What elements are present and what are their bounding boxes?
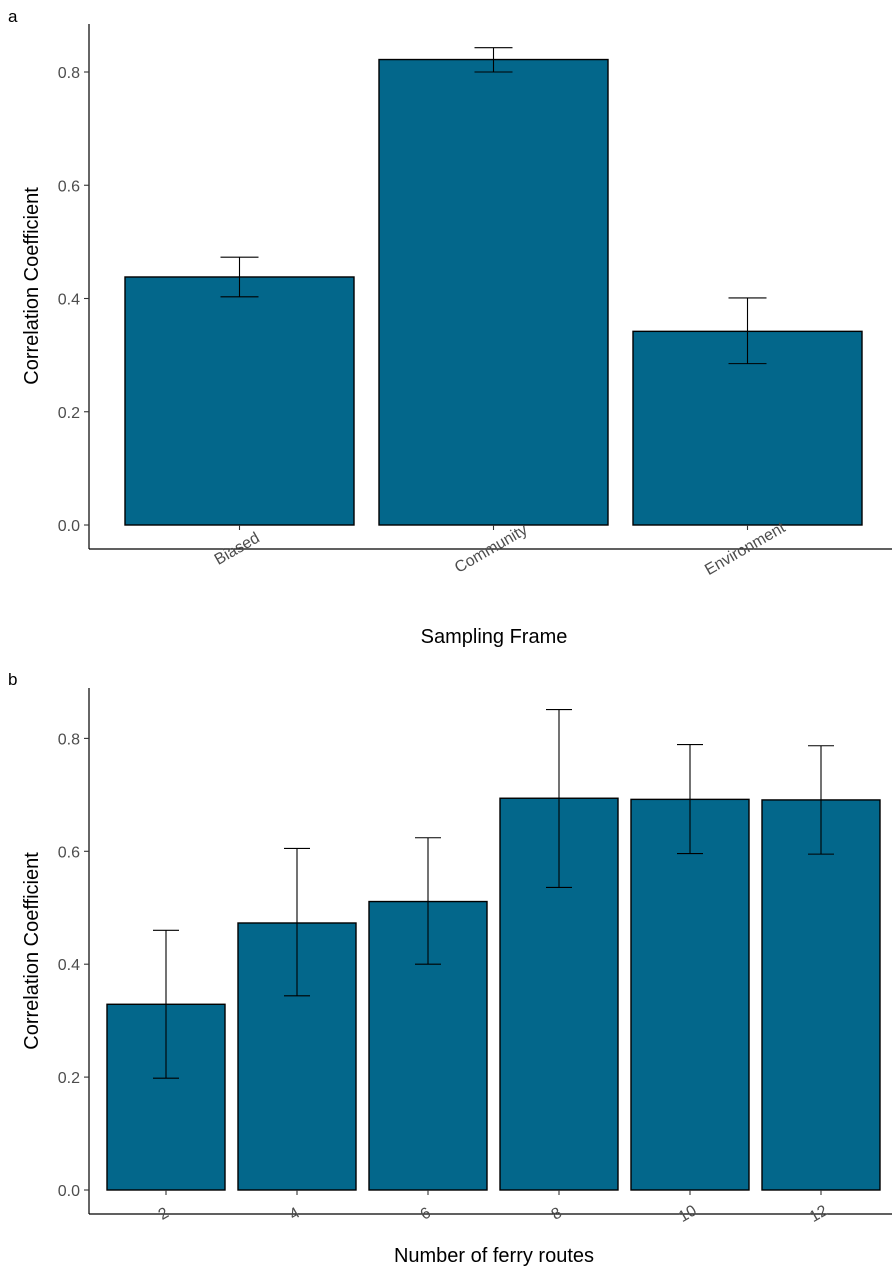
- panel-b-x-tick-label: 10: [676, 1202, 700, 1226]
- panel-b-error-bar-2: [153, 929, 179, 1079]
- panel-a-y-tick-label: 0.2: [58, 405, 80, 422]
- panel-a-y-ticks: 0.0 0.2 0.4 0.6 0.8: [58, 65, 89, 535]
- panel-b: b 0.00.20.40.60.8 2 4 6 8 10 12 Number of fer…: [8, 670, 892, 1267]
- panel-b-y-tick-label: 0.6: [58, 844, 80, 861]
- panel-a-y-tick-label: 0.4: [58, 292, 80, 309]
- panel-b-bar-10: [630, 798, 750, 1191]
- panel-b-y-tick-label: 0.2: [58, 1070, 80, 1087]
- panel-a-y-tick-label: 0.6: [58, 178, 80, 195]
- panel-b-error-bar-8: [546, 709, 572, 888]
- panel-b-y-axis-title: Correlation Coefficient: [21, 852, 43, 1050]
- panel-b-error-bar-12: [808, 745, 834, 855]
- panel-b-x-tick-label: 12: [807, 1202, 831, 1226]
- panel-a-error-bar-biased: [220, 256, 259, 298]
- panel-b-y-tick-label: 0.4: [58, 957, 80, 974]
- panel-b-error-bar-6: [415, 837, 441, 965]
- panel-a-error-bar-community: [474, 47, 513, 73]
- panel-a-bars: [124, 58, 863, 526]
- panel-a-y-tick-label: 0.8: [58, 65, 80, 82]
- panel-b-label: b: [8, 670, 17, 689]
- panel-b-error-bar-10: [677, 744, 703, 855]
- panel-a: a 0.00.20.40.60.8 Biased Community Environ…: [8, 7, 892, 648]
- panel-b-bar-12: [761, 799, 881, 1191]
- panel-a-y-axis-title: Correlation Coefficient: [21, 187, 43, 385]
- panel-a-label: a: [8, 7, 18, 26]
- panel-b-x-axis-title: Number of ferry routes: [394, 1245, 594, 1267]
- panel-b-y-tick-label: 0.8: [58, 731, 80, 748]
- panel-a-bar-community: [378, 58, 609, 526]
- panel-a-y-tick-label: 0.0: [58, 518, 80, 535]
- panel-b-error-bar-4: [284, 847, 310, 997]
- panel-a-x-axis-title: Sampling Frame: [421, 626, 568, 648]
- panel-b-bars: [106, 797, 881, 1191]
- panel-a-bar-biased: [124, 276, 355, 526]
- panel-a-error-bars: [220, 47, 767, 365]
- panel-b-y-tick-label: 0.0: [58, 1183, 80, 1200]
- panel-b-error-bars: [153, 709, 834, 1079]
- panel-a-error-bar-environment: [728, 297, 767, 365]
- panel-b-x-ticks: 2 4 6 8 10 12: [156, 1190, 831, 1226]
- panel-b-y-ticks: 0.0 0.2 0.4 0.6 0.8: [58, 731, 89, 1200]
